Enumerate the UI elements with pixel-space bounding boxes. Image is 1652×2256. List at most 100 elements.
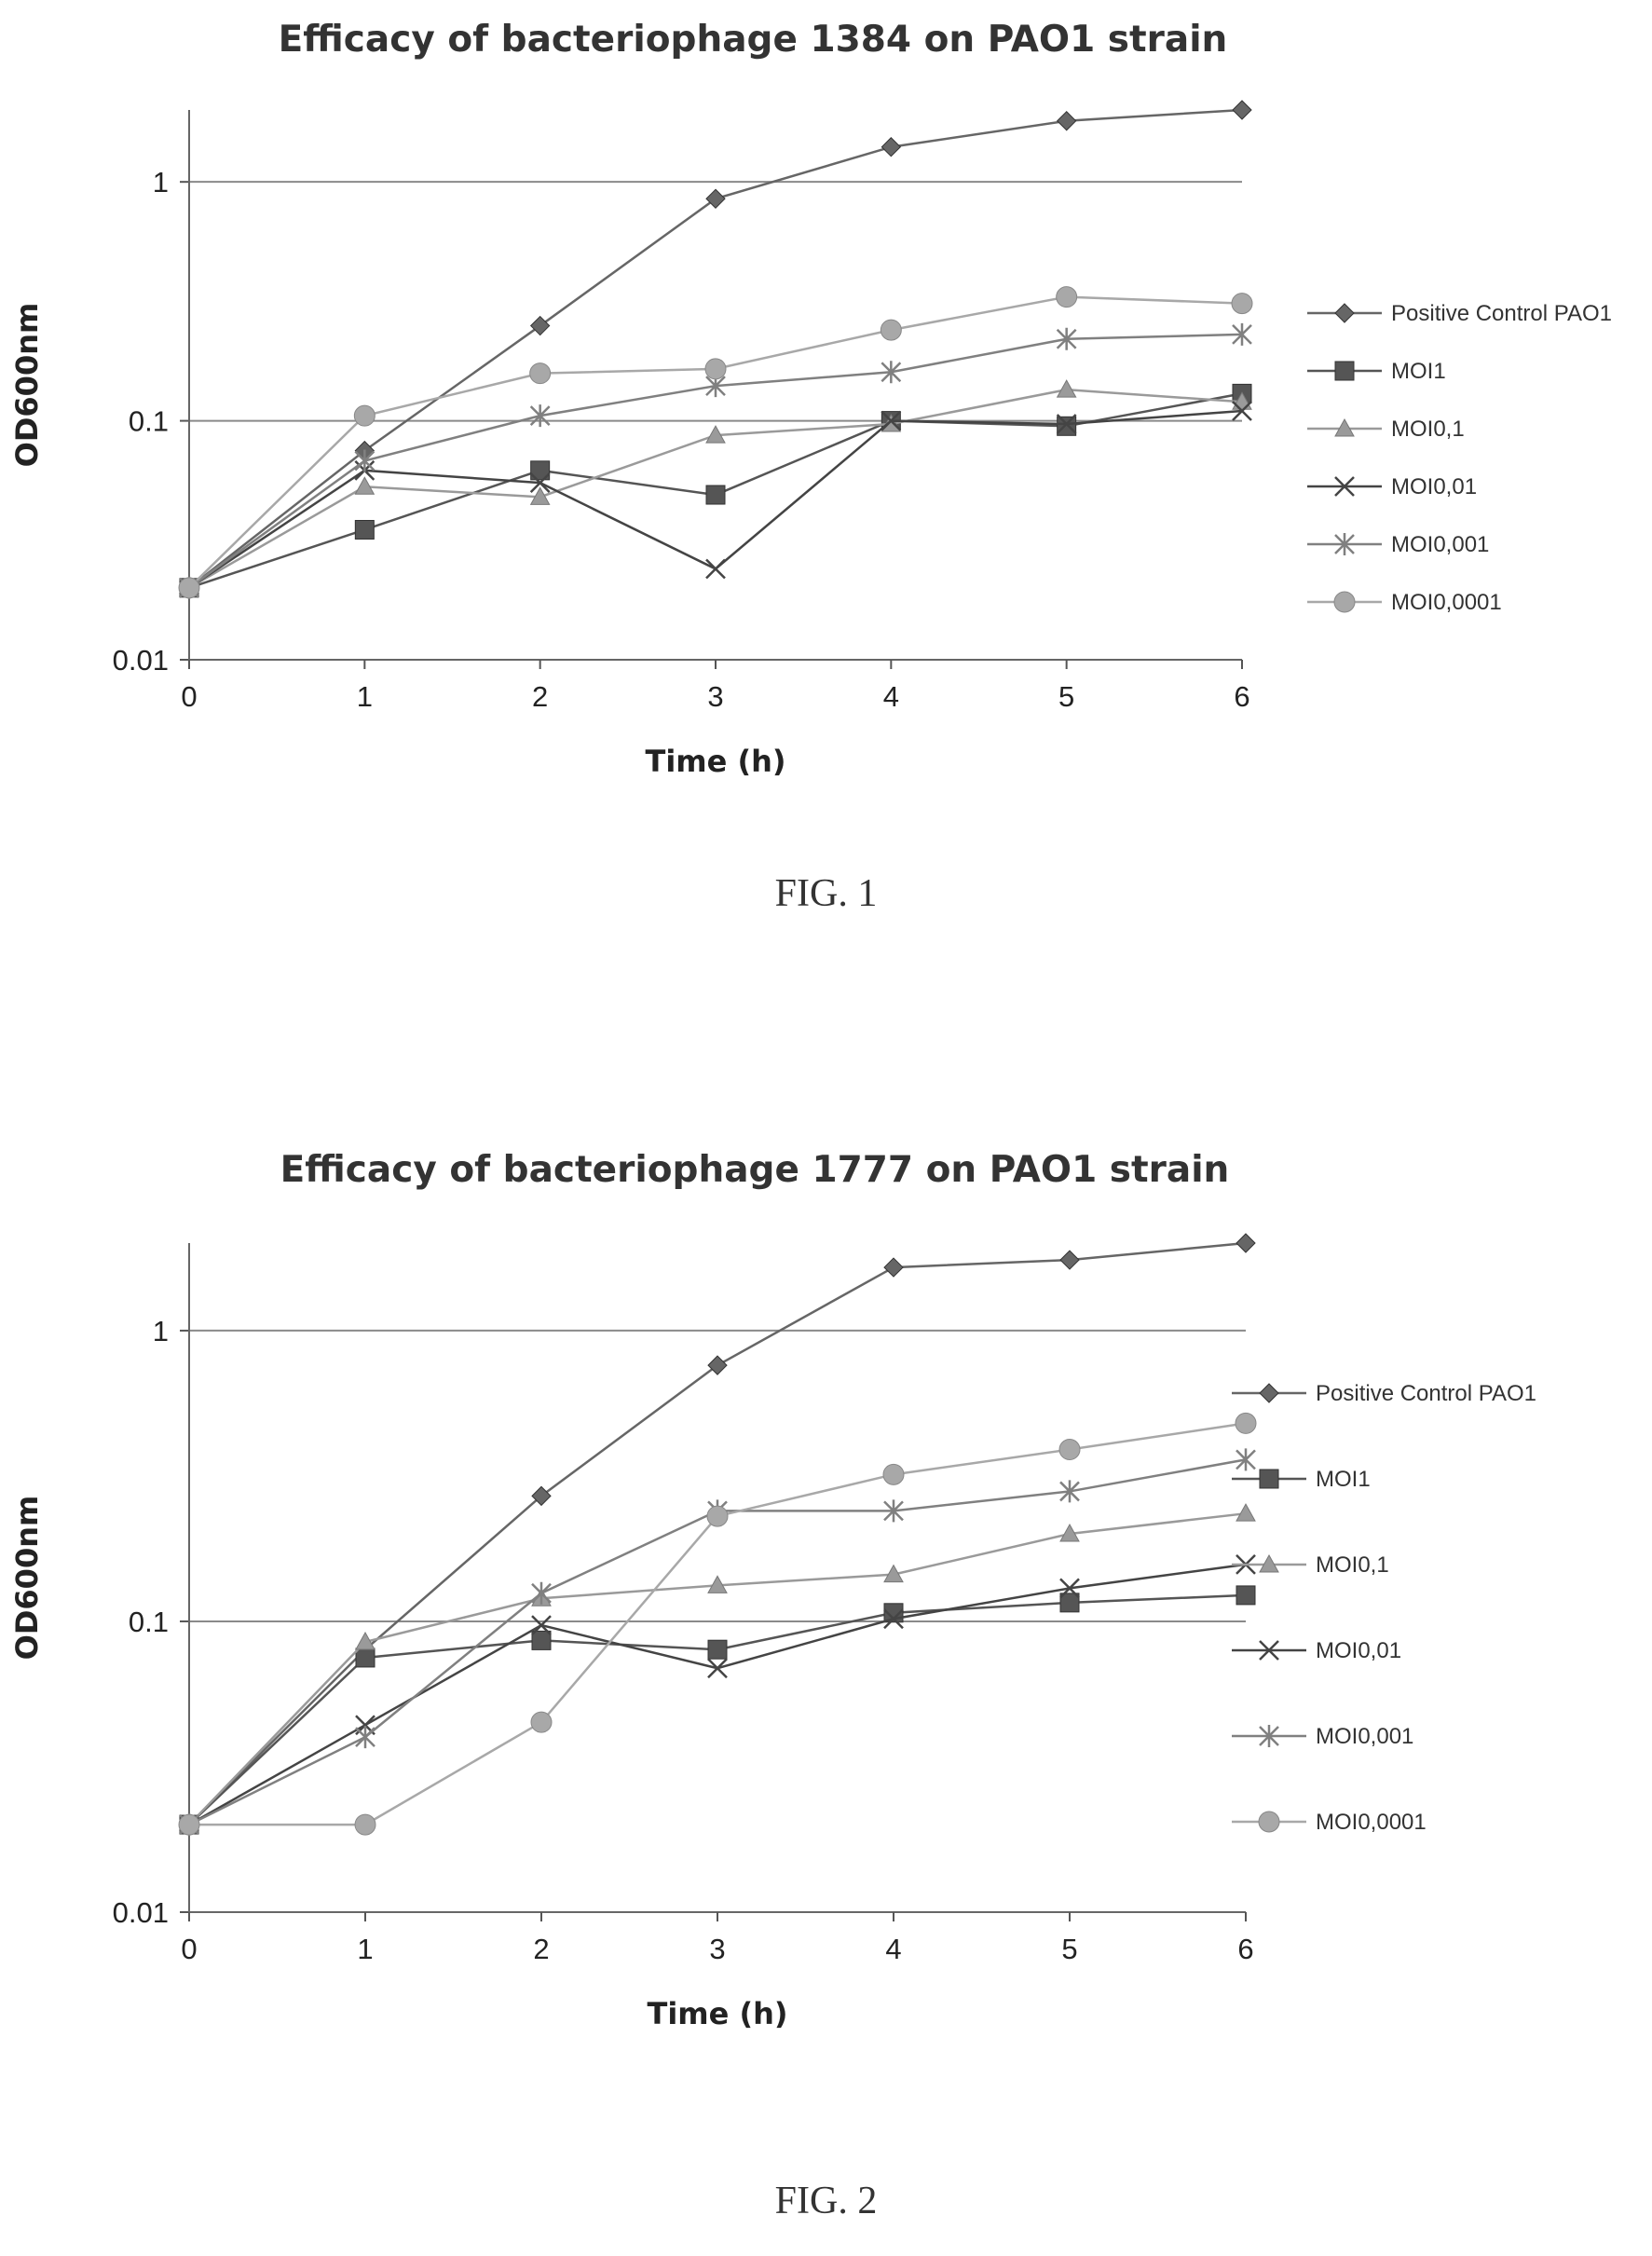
legend-marker (1334, 476, 1355, 497)
x-axis-title: Time (h) (647, 1996, 787, 2031)
series-moi0-0001 (178, 1412, 1257, 1836)
chart-1: Efficacy of bacteriophage 1384 on PAO1 s… (9, 19, 1612, 779)
legend-label: Positive Control PAO1 (1316, 1381, 1536, 1406)
series-moi1 (179, 1585, 1256, 1835)
data-point (353, 404, 375, 427)
data-point (1056, 286, 1078, 308)
data-point (1059, 1578, 1080, 1599)
data-point (1056, 111, 1077, 131)
series-moi0-001 (179, 322, 1252, 599)
series-line (188, 1563, 1247, 1826)
series-moi0-1 (179, 1503, 1256, 1833)
legend-label: MOI1 (1391, 359, 1446, 384)
x-tick-label: 6 (1234, 680, 1249, 713)
y-axis-title: OD600nm (9, 303, 45, 468)
data-point (1056, 379, 1077, 398)
data-point (883, 1499, 904, 1523)
legend-entry: MOI1 (1232, 1467, 1371, 1492)
legend-marker (1334, 303, 1355, 323)
data-point (1058, 1439, 1081, 1461)
series-moi0-0001 (178, 286, 1253, 599)
data-point (883, 1608, 904, 1630)
data-point (883, 1257, 904, 1278)
data-point (880, 319, 902, 341)
data-point (704, 358, 727, 380)
legend-marker (1334, 361, 1355, 381)
data-point (531, 1581, 552, 1605)
chart-title: Efficacy of bacteriophage 1777 on PAO1 s… (280, 1149, 1230, 1191)
legend-marker (1259, 1725, 1279, 1747)
data-point (355, 1648, 375, 1668)
data-point (707, 1575, 728, 1593)
x-tick-label: 4 (883, 680, 899, 713)
data-point (1232, 100, 1252, 120)
data-point (1232, 322, 1252, 346)
data-point (707, 1658, 728, 1679)
x-tick-label: 3 (707, 680, 723, 713)
series-line (188, 1593, 1247, 1825)
series-moi1 (179, 383, 1252, 598)
data-point (355, 1631, 375, 1650)
data-point (531, 1630, 552, 1650)
x-tick-label: 4 (885, 1933, 901, 1965)
data-point (355, 1726, 375, 1749)
x-axis-title: Time (h) (645, 744, 785, 779)
y-tick-label: 1 (153, 166, 169, 198)
data-point (705, 485, 726, 505)
figure-label-2: FIG. 2 (774, 2180, 878, 2222)
legend-label: MOI0,1 (1316, 1552, 1389, 1578)
x-tick-label: 6 (1237, 1933, 1253, 1965)
x-tick-label: 1 (357, 1933, 373, 1965)
data-point (529, 315, 551, 336)
legend-marker (1259, 1553, 1279, 1573)
legend-label: MOI0,0001 (1316, 1810, 1427, 1835)
legend-entry: MOI0,001 (1307, 532, 1489, 557)
x-tick-label: 2 (532, 680, 548, 713)
data-point (1232, 401, 1252, 421)
legend-marker (1333, 591, 1356, 613)
data-point (531, 1615, 552, 1635)
legend-marker (1259, 1469, 1279, 1489)
data-point (1056, 414, 1077, 434)
data-point (707, 1639, 728, 1660)
data-point (881, 361, 902, 384)
y-tick-label: 0.01 (113, 1896, 169, 1929)
data-point (705, 425, 726, 444)
x-tick-label: 0 (181, 1933, 197, 1965)
data-point (531, 1485, 552, 1507)
legend-label: Positive Control PAO1 (1391, 301, 1612, 326)
legend-marker (1334, 533, 1355, 555)
y-axis-title: OD600nm (9, 1496, 45, 1661)
data-point (529, 486, 551, 505)
y-tick-label: 0.1 (129, 405, 169, 438)
data-point (1236, 1503, 1256, 1522)
data-point (1236, 1585, 1256, 1606)
x-tick-label: 5 (1058, 680, 1074, 713)
x-tick-label: 2 (533, 1933, 549, 1965)
data-point (881, 137, 902, 157)
legend-marker (1258, 1811, 1280, 1833)
chart-title: Efficacy of bacteriophage 1384 on PAO1 s… (279, 19, 1228, 61)
x-tick-label: 0 (181, 680, 197, 713)
data-point (1059, 1524, 1080, 1542)
legend-entry: Positive Control PAO1 (1232, 1381, 1536, 1406)
data-point (1059, 1480, 1080, 1503)
data-point (354, 519, 375, 540)
data-point (1059, 1250, 1080, 1270)
data-point (530, 460, 551, 481)
y-tick-label: 1 (153, 1315, 169, 1347)
data-point (1056, 327, 1077, 350)
data-point (705, 188, 726, 209)
series-moi0-01 (179, 1553, 1256, 1835)
data-point (1057, 416, 1077, 436)
legend-entry: MOI0,0001 (1307, 590, 1502, 615)
y-tick-label: 0.1 (129, 1606, 169, 1638)
data-point (1236, 1448, 1256, 1471)
y-tick-label: 0.01 (113, 644, 169, 677)
x-tick-label: 3 (709, 1933, 725, 1965)
data-point (178, 1813, 200, 1836)
legend-marker (1259, 1383, 1279, 1403)
legend-entry: MOI0,001 (1232, 1724, 1413, 1749)
figure-label-1: FIG. 1 (774, 872, 878, 915)
legend-entry: MOI0,0001 (1232, 1810, 1427, 1835)
